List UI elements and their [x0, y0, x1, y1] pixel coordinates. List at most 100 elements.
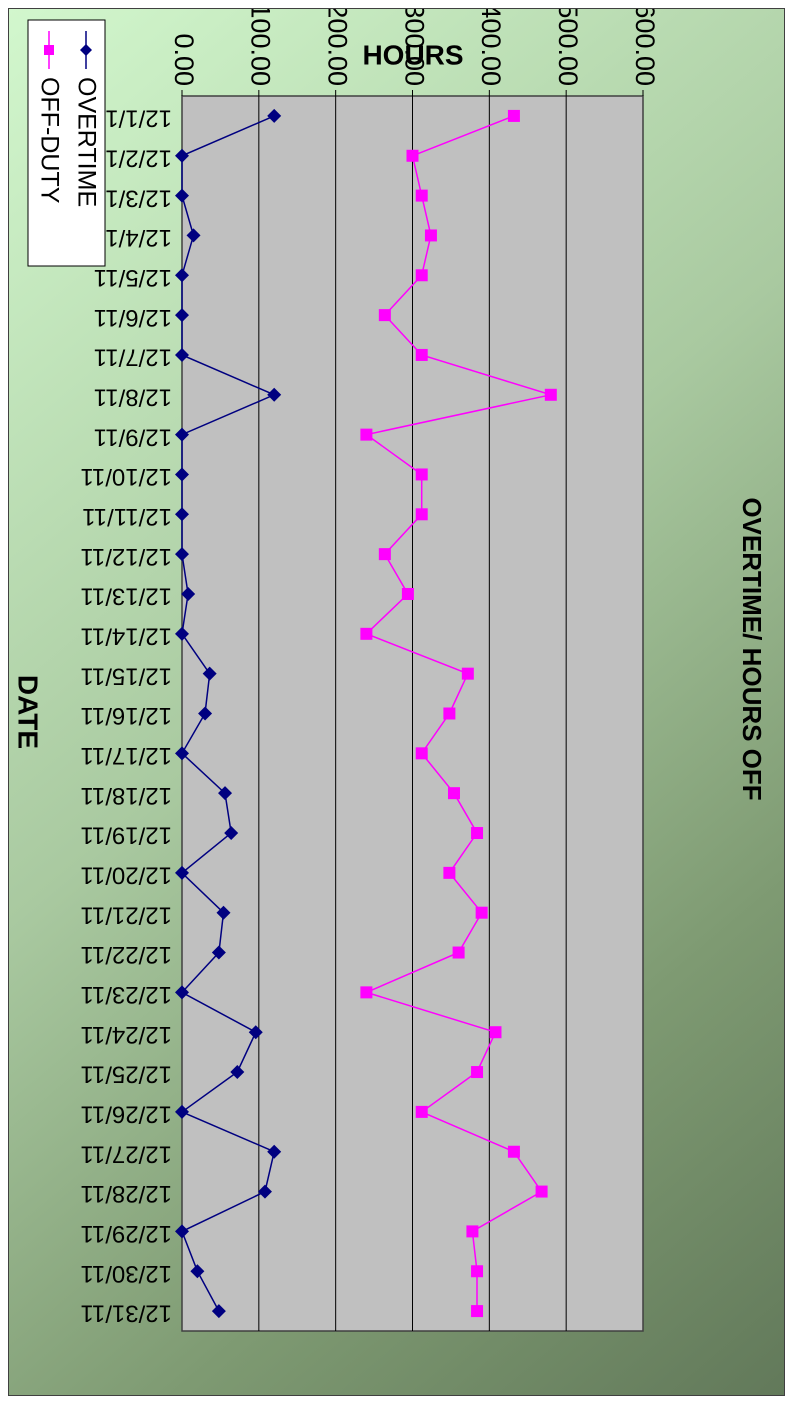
- y-tick-label: 200.00: [323, 9, 353, 86]
- data-point: [401, 587, 414, 600]
- x-tick-label: 12/25/11: [80, 1061, 172, 1088]
- x-tick-label: 12/13/11: [80, 583, 172, 610]
- data-point: [267, 1144, 282, 1159]
- data-point: [415, 508, 428, 521]
- data-point: [471, 1265, 484, 1278]
- legend-overtime-diamond-icon: [80, 44, 92, 56]
- data-point: [175, 188, 189, 203]
- data-point: [175, 1224, 189, 1239]
- y-tick-label: 400.00: [476, 9, 506, 86]
- data-point: [175, 148, 189, 163]
- data-point: [360, 627, 373, 640]
- data-point: [471, 1305, 484, 1318]
- x-axis-title: DATE: [13, 675, 44, 749]
- data-point: [175, 467, 189, 482]
- x-tick-labels: 12/1/11 12/2/11 12/3/11 12/4/11 12/5/11 12/6/…: [80, 105, 172, 1327]
- data-point: [415, 348, 428, 361]
- x-tick-label: 12/5/11: [94, 264, 172, 291]
- y-tick-label: 100.00: [246, 9, 276, 86]
- data-point: [507, 1145, 520, 1158]
- data-point: [415, 269, 428, 282]
- x-tick-label: 12/14/11: [80, 622, 172, 649]
- data-point: [544, 388, 557, 401]
- chart-frame: 0.00 100.00 200.00 300.00 400.00 500.00 600.00…: [8, 8, 785, 1396]
- data-point: [175, 268, 189, 283]
- data-point: [535, 1185, 548, 1198]
- data-point: [378, 548, 391, 561]
- data-point: [175, 547, 189, 562]
- data-point: [415, 1105, 428, 1118]
- data-point: [190, 1264, 205, 1279]
- y-tick-label: 500.00: [553, 9, 583, 86]
- x-tick-label: 12/12/11: [80, 543, 172, 570]
- data-point: [175, 746, 189, 761]
- x-tick-label: 12/19/11: [80, 822, 172, 849]
- data-point: [175, 507, 189, 522]
- data-point: [175, 865, 189, 880]
- data-point: [175, 1104, 189, 1119]
- x-tick-label: 12/4/11: [94, 224, 172, 251]
- x-tick-label: 12/18/11: [80, 782, 172, 809]
- data-point: [415, 747, 428, 760]
- data-point: [175, 626, 189, 641]
- data-point: [211, 945, 226, 960]
- data-point: [360, 986, 373, 999]
- series-overtime: [175, 108, 282, 1319]
- x-tick-label: 12/2/11: [94, 144, 172, 171]
- legend-offduty-label: OFF-DUTY: [35, 77, 63, 204]
- gridlines: [181, 90, 644, 1331]
- x-tick-label: 12/8/11: [94, 383, 172, 410]
- x-tick-label: 12/20/11: [80, 862, 172, 889]
- legend-offduty-square-icon: [44, 45, 54, 55]
- x-tick-label: 12/23/11: [80, 981, 172, 1008]
- legend: OVERTIME OFF-DUTY: [27, 19, 106, 267]
- x-tick-label: 12/22/11: [80, 941, 172, 968]
- x-tick-label: 12/3/11: [94, 184, 172, 211]
- data-point: [267, 387, 282, 402]
- data-point: [424, 229, 437, 242]
- x-tick-label: 12/7/11: [94, 344, 172, 371]
- data-point: [507, 109, 520, 122]
- legend-overtime-label: OVERTIME: [72, 77, 100, 207]
- data-point: [406, 149, 419, 162]
- data-point: [175, 427, 189, 442]
- x-tick-label: 12/10/11: [80, 463, 172, 490]
- data-point: [224, 826, 239, 841]
- y-tick-labels: 0.00 100.00 200.00 300.00 400.00 500.00 600.00: [169, 9, 660, 86]
- data-point: [461, 667, 474, 680]
- data-point: [415, 189, 428, 202]
- x-tick-label: 12/1/11: [94, 105, 172, 132]
- data-point: [211, 1304, 226, 1319]
- y-tick-label: 0.00: [169, 33, 199, 86]
- x-tick-label: 12/16/11: [80, 702, 172, 729]
- data-point: [175, 347, 189, 362]
- x-tick-label: 12/26/11: [80, 1101, 172, 1128]
- data-point: [466, 1225, 479, 1238]
- data-point: [452, 946, 465, 959]
- data-point: [267, 108, 282, 123]
- y-tick-label: 300.00: [399, 9, 429, 86]
- x-tick-label: 12/15/11: [80, 662, 172, 689]
- data-point: [216, 905, 231, 920]
- x-tick-label: 12/11/11: [82, 503, 172, 530]
- data-point: [489, 1026, 502, 1039]
- data-point: [248, 1025, 263, 1040]
- x-tick-label: 12/27/11: [80, 1140, 172, 1167]
- data-point: [181, 586, 196, 601]
- data-point: [175, 985, 189, 1000]
- data-point: [360, 428, 373, 441]
- data-point: [443, 866, 456, 879]
- series-off-duty: [360, 109, 557, 1318]
- chart-title: OVERTIME/ HOURS OFF: [737, 497, 767, 800]
- x-tick-label: 12/6/11: [94, 304, 172, 331]
- data-point: [230, 1065, 245, 1080]
- y-tick-label: 600.00: [630, 9, 660, 86]
- chart-svg: 0.00 100.00 200.00 300.00 400.00 500.00 600.00…: [13, 9, 767, 1332]
- x-tick-label: 12/30/11: [80, 1260, 172, 1287]
- data-point: [175, 308, 189, 323]
- data-point: [198, 706, 213, 721]
- x-tick-label: 12/17/11: [80, 742, 172, 769]
- data-point: [202, 666, 217, 681]
- data-point: [443, 707, 456, 720]
- x-tick-label: 12/21/11: [80, 901, 172, 928]
